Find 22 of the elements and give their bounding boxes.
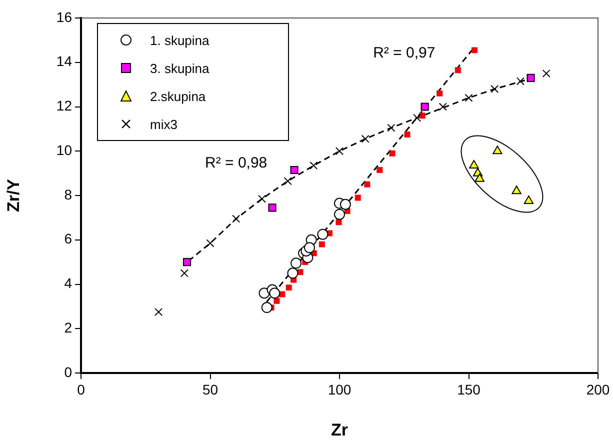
legend-label: 1. skupina (150, 32, 210, 48)
legend-label: 3. skupina (150, 60, 210, 76)
x-tick-label: 100 (328, 381, 352, 398)
x-axis-title: Zr (331, 420, 348, 440)
x-tick-label: 50 (202, 381, 218, 398)
x-tick-label: 0 (77, 381, 86, 398)
y-tick-label: 0 (64, 364, 72, 380)
y-axis-title: Zr/Y (4, 178, 23, 212)
y-tick-label: 6 (64, 230, 72, 247)
x-tick-label: 150 (457, 381, 481, 398)
y-tick-label: 16 (56, 8, 72, 25)
y-tick-label: 2 (64, 319, 72, 336)
x-tick-label: 200 (586, 381, 610, 398)
y-tick-label: 10 (56, 142, 72, 158)
y-tick-label: 14 (56, 53, 72, 70)
y-tick-label: 12 (56, 98, 72, 114)
annotation: R² = 0,98 (205, 154, 268, 172)
legend-label: mix3 (150, 116, 178, 132)
y-tick-label: 8 (64, 186, 72, 202)
legend-label: 2.skupina (150, 88, 206, 104)
annotation: R² = 0,97 (373, 44, 436, 62)
y-tick-label: 4 (64, 275, 72, 292)
